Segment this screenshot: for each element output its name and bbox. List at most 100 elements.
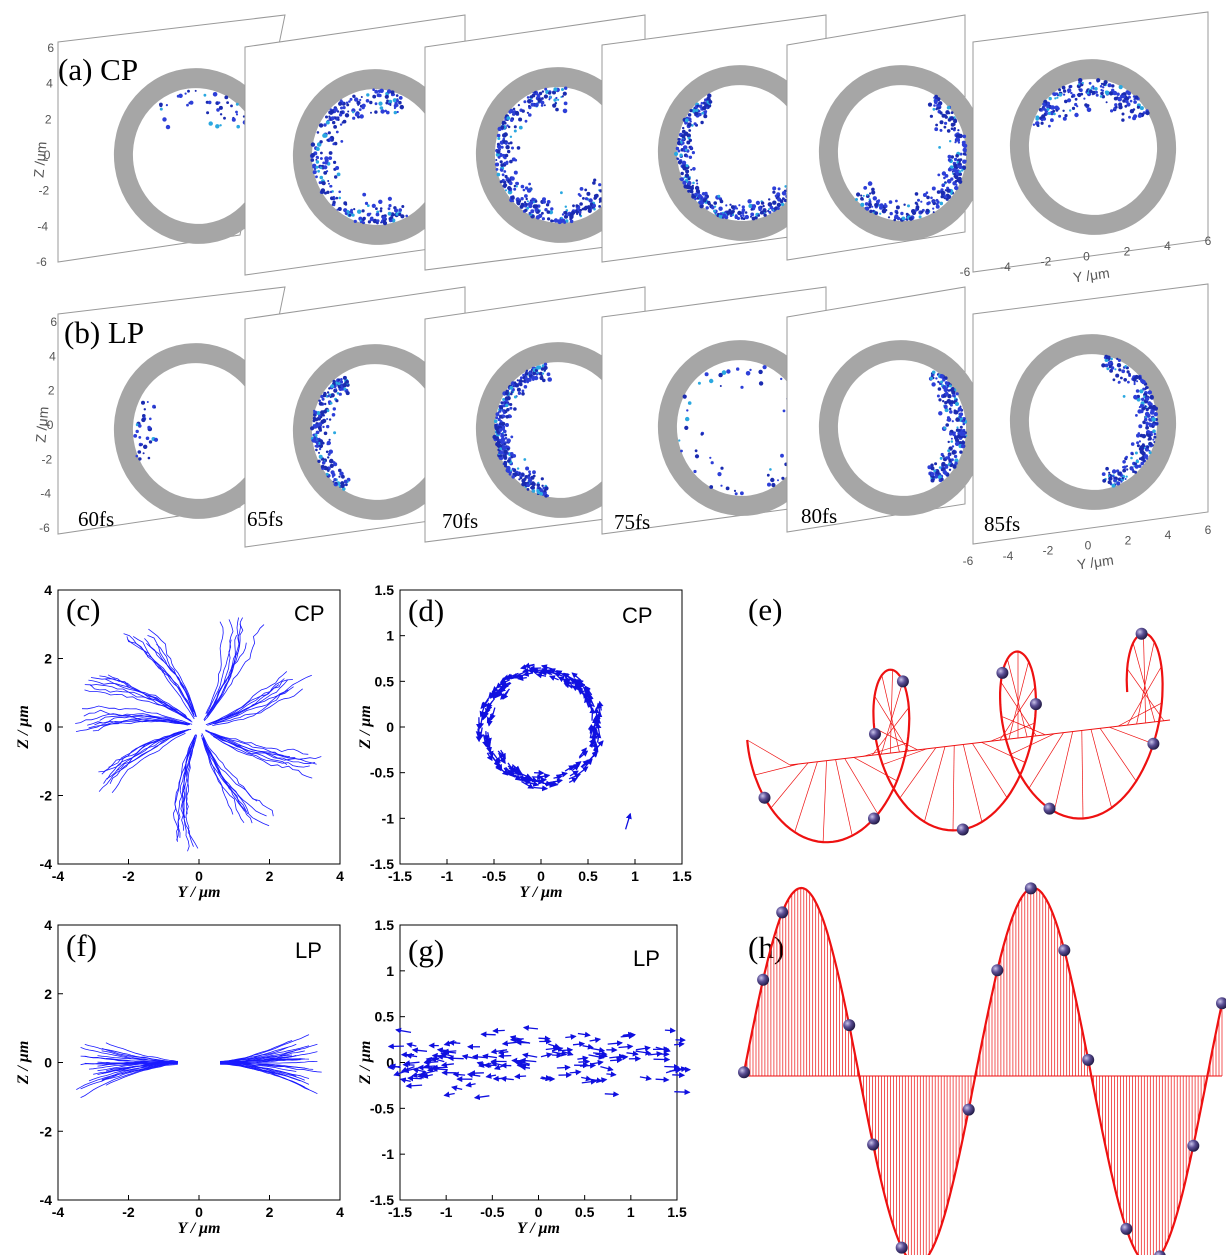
particle bbox=[516, 146, 521, 150]
velocity-arrow bbox=[600, 1065, 614, 1072]
particle bbox=[331, 472, 336, 477]
particle bbox=[958, 172, 962, 176]
trajectory bbox=[206, 624, 265, 718]
particle bbox=[569, 213, 574, 218]
particle bbox=[740, 385, 744, 389]
sine-bead bbox=[1187, 1139, 1200, 1152]
particle bbox=[504, 464, 507, 468]
velocity-arrow bbox=[497, 1049, 509, 1056]
particle bbox=[872, 196, 877, 201]
particle bbox=[314, 433, 318, 437]
particle bbox=[954, 461, 958, 465]
trajectory bbox=[99, 715, 190, 725]
particle bbox=[1126, 468, 1129, 471]
particle bbox=[954, 396, 956, 399]
particle bbox=[336, 392, 340, 395]
particle bbox=[691, 193, 695, 197]
particle bbox=[908, 216, 913, 221]
particle bbox=[1147, 390, 1153, 395]
trajectory bbox=[203, 737, 249, 815]
panel-c-ytick-label: 4 bbox=[44, 582, 52, 598]
particle bbox=[1145, 386, 1149, 390]
particle bbox=[955, 398, 958, 401]
particle bbox=[513, 184, 517, 188]
panel-d: -1.5 -1 -0.5 0 0.5 1 1.51.510.50-0.5-1-1.5Y / … bbox=[357, 582, 692, 901]
particle bbox=[1101, 472, 1106, 476]
particle bbox=[1143, 417, 1148, 422]
velocity-arrow bbox=[579, 1062, 597, 1069]
particle bbox=[1128, 115, 1131, 119]
particle bbox=[679, 153, 683, 157]
trajectory bbox=[220, 1062, 318, 1095]
particle bbox=[323, 431, 328, 436]
particle bbox=[500, 425, 506, 430]
particle bbox=[326, 391, 330, 394]
particle bbox=[781, 191, 787, 196]
particle bbox=[681, 134, 686, 139]
particle bbox=[372, 94, 377, 99]
particle bbox=[508, 181, 513, 186]
particle bbox=[336, 172, 341, 177]
particle bbox=[310, 153, 315, 158]
particle bbox=[677, 160, 683, 165]
particle bbox=[688, 145, 692, 149]
particle bbox=[561, 88, 564, 91]
particle bbox=[864, 206, 868, 210]
particle bbox=[323, 391, 327, 395]
particle bbox=[514, 472, 518, 477]
particle bbox=[395, 94, 399, 97]
velocity-arrow bbox=[549, 668, 560, 674]
particle bbox=[535, 215, 541, 220]
particle bbox=[405, 214, 409, 218]
particle bbox=[544, 208, 548, 212]
particle bbox=[516, 467, 520, 470]
helix-spoke bbox=[981, 741, 1026, 763]
particle bbox=[142, 414, 146, 418]
slice-ztick: -6 bbox=[36, 255, 47, 269]
particle bbox=[949, 403, 953, 407]
particle bbox=[1044, 113, 1047, 116]
trajectory bbox=[206, 639, 232, 714]
slice-ytick: 0 bbox=[1083, 250, 1090, 264]
particle bbox=[895, 205, 900, 210]
particle bbox=[887, 216, 891, 219]
panel-d-axes-box bbox=[399, 589, 683, 865]
panel-d-xtick-label: -0.5 bbox=[482, 868, 506, 884]
panel-a-label: (a) CP bbox=[58, 52, 138, 87]
velocity-arrow bbox=[475, 723, 482, 738]
particle bbox=[1118, 85, 1123, 90]
particle bbox=[509, 406, 513, 410]
particle bbox=[780, 453, 784, 458]
trajectory bbox=[185, 737, 196, 815]
particle bbox=[944, 121, 948, 125]
particle bbox=[874, 211, 879, 216]
velocity-arrow bbox=[581, 1078, 597, 1085]
particle bbox=[510, 452, 514, 456]
particle bbox=[326, 418, 329, 420]
particle bbox=[524, 371, 529, 376]
particle bbox=[954, 458, 959, 463]
particle bbox=[867, 202, 873, 207]
trajectory bbox=[213, 734, 290, 758]
particle bbox=[325, 120, 330, 125]
particle bbox=[513, 187, 517, 191]
particle bbox=[946, 179, 952, 184]
particle bbox=[495, 168, 499, 171]
particle bbox=[938, 398, 942, 402]
slice-ztick: 4 bbox=[46, 77, 53, 91]
panel-f-ytick-label: 4 bbox=[44, 917, 52, 933]
particle bbox=[575, 204, 579, 208]
particle bbox=[219, 113, 223, 116]
particle bbox=[327, 394, 330, 398]
particle bbox=[696, 104, 700, 108]
particle bbox=[318, 454, 323, 459]
particle bbox=[149, 417, 152, 421]
particle bbox=[925, 208, 930, 213]
particle bbox=[689, 189, 694, 194]
particle bbox=[1135, 389, 1140, 393]
particle bbox=[326, 409, 330, 413]
trajectory bbox=[132, 636, 195, 715]
panel-d-label: (d) bbox=[408, 593, 444, 628]
